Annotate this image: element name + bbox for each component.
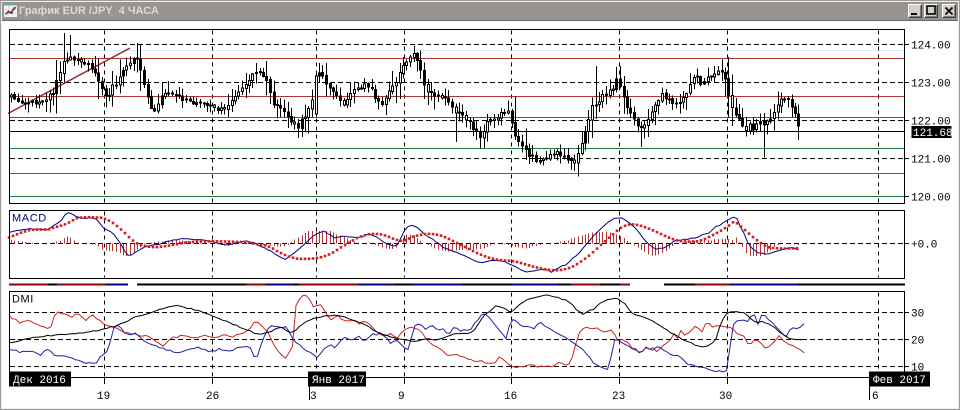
svg-text:6: 6 xyxy=(872,391,879,403)
svg-text:MACD: MACD xyxy=(12,213,47,225)
svg-text:26: 26 xyxy=(206,391,219,403)
svg-text:9: 9 xyxy=(398,391,405,403)
svg-text:Дек 2016: Дек 2016 xyxy=(13,375,66,387)
svg-text:23: 23 xyxy=(612,391,625,403)
svg-text:Фев 2017: Фев 2017 xyxy=(873,375,926,387)
svg-text:Янв 2017: Янв 2017 xyxy=(312,375,365,387)
svg-text:121.00: 121.00 xyxy=(911,155,951,167)
svg-text:124.00: 124.00 xyxy=(911,41,951,53)
svg-text:19: 19 xyxy=(97,391,110,403)
svg-text:120.00: 120.00 xyxy=(911,193,951,205)
svg-text:+0.0: +0.0 xyxy=(911,240,937,252)
svg-text:3: 3 xyxy=(310,391,317,403)
svg-text:123.00: 123.00 xyxy=(911,79,951,91)
svg-text:20: 20 xyxy=(911,336,924,348)
svg-text:30: 30 xyxy=(911,309,924,321)
svg-text:121.68: 121.68 xyxy=(913,128,953,140)
svg-text:30: 30 xyxy=(719,391,732,403)
svg-text:122.00: 122.00 xyxy=(911,117,951,129)
svg-text:16: 16 xyxy=(504,391,517,403)
svg-text:DMI: DMI xyxy=(12,294,34,306)
